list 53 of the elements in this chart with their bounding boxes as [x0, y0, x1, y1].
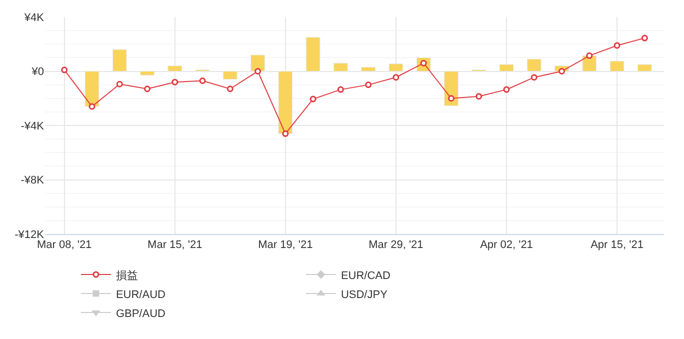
point — [116, 80, 123, 88]
bar — [84, 71, 100, 107]
point — [448, 95, 454, 102]
legend-label: EUR/AUD — [116, 288, 166, 301]
bar — [610, 60, 624, 72]
x-tick-label: Apr 02, '21 — [480, 239, 533, 252]
x-tick-label: Mar 19, '21 — [258, 239, 313, 252]
point — [476, 93, 482, 100]
y-tick-label: -¥4K — [20, 120, 45, 132]
bar — [499, 64, 514, 72]
bar — [168, 66, 182, 72]
bar — [222, 71, 238, 80]
legend-label: 損益 — [116, 270, 138, 282]
bar — [306, 37, 320, 72]
bar — [140, 71, 154, 76]
y-tick-label: ¥4K — [23, 12, 45, 24]
bar — [582, 55, 597, 72]
x-tick-label: Mar 29, '21 — [368, 239, 424, 252]
legend-label: USD/JPY — [340, 288, 388, 301]
y-tick-label: -¥12K — [14, 228, 45, 241]
bar — [361, 66, 376, 72]
point — [365, 82, 372, 88]
x-tick-label: Mar 15, '21 — [148, 239, 202, 252]
legend-label: EUR/CAD — [340, 270, 391, 282]
point — [392, 74, 400, 81]
point — [337, 86, 344, 93]
point — [144, 86, 150, 92]
point — [282, 130, 289, 137]
point — [226, 86, 234, 92]
point — [614, 42, 620, 49]
bar — [112, 49, 127, 72]
point — [61, 66, 68, 74]
bar — [388, 64, 404, 72]
x-tick-label: Apr 15, '21 — [590, 239, 644, 252]
point — [586, 52, 593, 59]
point — [641, 34, 648, 42]
bar — [250, 54, 265, 72]
x-tick-label: Mar 08, '21 — [36, 239, 92, 252]
y-tick-label: ¥0 — [30, 66, 44, 78]
point — [503, 86, 510, 93]
point — [199, 77, 206, 84]
point — [172, 78, 178, 86]
point — [558, 68, 565, 74]
point — [88, 103, 96, 110]
point — [310, 96, 316, 102]
bar — [638, 64, 652, 72]
bar — [526, 58, 542, 72]
point — [530, 74, 538, 81]
legend-label: GBP/AUD — [116, 308, 166, 320]
bar — [334, 62, 348, 72]
y-tick-label: -¥8K — [20, 174, 45, 187]
bar — [278, 71, 293, 134]
point — [254, 68, 262, 74]
